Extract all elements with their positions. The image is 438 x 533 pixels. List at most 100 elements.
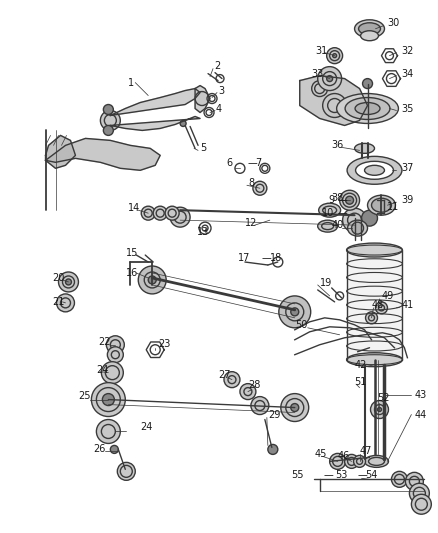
Ellipse shape — [358, 23, 380, 35]
Text: 53: 53 — [335, 470, 347, 480]
Circle shape — [57, 294, 74, 312]
Text: 5: 5 — [200, 143, 206, 154]
Text: 38: 38 — [331, 193, 343, 203]
Circle shape — [362, 78, 372, 88]
Circle shape — [170, 207, 190, 227]
Ellipse shape — [371, 198, 391, 212]
Text: 37: 37 — [400, 163, 413, 173]
Text: 50: 50 — [294, 320, 307, 330]
Circle shape — [404, 472, 422, 490]
Text: 42: 42 — [354, 360, 366, 370]
Text: 40: 40 — [331, 220, 343, 230]
Ellipse shape — [364, 455, 388, 467]
Circle shape — [117, 463, 135, 480]
Text: 24: 24 — [96, 365, 109, 375]
Ellipse shape — [354, 102, 379, 115]
Polygon shape — [110, 88, 200, 116]
Text: 30: 30 — [387, 18, 399, 28]
Circle shape — [267, 445, 277, 455]
Text: 15: 15 — [126, 248, 138, 258]
Circle shape — [102, 393, 114, 406]
Ellipse shape — [336, 94, 398, 124]
Circle shape — [278, 296, 310, 328]
Circle shape — [251, 397, 268, 415]
Circle shape — [351, 222, 363, 234]
Ellipse shape — [354, 20, 384, 38]
Text: —: — — [323, 470, 332, 480]
Ellipse shape — [346, 156, 401, 184]
Text: —: — — [261, 253, 271, 263]
Text: 19: 19 — [319, 278, 331, 288]
Text: 26: 26 — [93, 445, 106, 455]
Polygon shape — [46, 135, 75, 168]
Ellipse shape — [318, 203, 340, 217]
Circle shape — [240, 384, 255, 400]
Text: 14: 14 — [128, 203, 140, 213]
Circle shape — [180, 120, 186, 126]
Text: 6: 6 — [226, 158, 232, 168]
Text: 29: 29 — [267, 409, 279, 419]
Circle shape — [410, 494, 431, 514]
Circle shape — [91, 383, 125, 416]
Circle shape — [326, 47, 342, 63]
Bar — [346, 250, 402, 360]
Circle shape — [377, 408, 381, 411]
Text: 12: 12 — [244, 218, 257, 228]
Text: 20: 20 — [53, 273, 65, 283]
Circle shape — [344, 455, 358, 469]
Circle shape — [409, 483, 428, 503]
Text: 16: 16 — [126, 268, 138, 278]
Circle shape — [103, 104, 113, 115]
Circle shape — [361, 210, 377, 226]
Circle shape — [141, 206, 155, 220]
Text: 22: 22 — [98, 337, 111, 347]
Circle shape — [290, 403, 298, 411]
Text: 52: 52 — [377, 393, 389, 402]
Circle shape — [326, 76, 332, 82]
Circle shape — [165, 206, 179, 220]
Circle shape — [322, 94, 346, 117]
Circle shape — [342, 208, 366, 232]
Circle shape — [317, 67, 341, 91]
Circle shape — [101, 362, 123, 384]
Text: 27: 27 — [218, 370, 230, 379]
Text: 23: 23 — [158, 339, 170, 349]
Text: 4: 4 — [215, 103, 222, 114]
Polygon shape — [299, 76, 367, 125]
Text: 2: 2 — [214, 61, 220, 71]
Text: 3: 3 — [218, 86, 224, 95]
Text: 8: 8 — [247, 178, 254, 188]
Ellipse shape — [347, 220, 367, 236]
Text: 36: 36 — [331, 140, 343, 150]
Circle shape — [339, 190, 359, 210]
Circle shape — [365, 312, 377, 324]
Text: 25: 25 — [78, 391, 91, 401]
Text: 10: 10 — [321, 208, 334, 218]
Circle shape — [223, 372, 240, 387]
Circle shape — [311, 80, 327, 96]
Circle shape — [58, 272, 78, 292]
Ellipse shape — [346, 243, 402, 257]
Text: 39: 39 — [400, 195, 413, 205]
Text: 48: 48 — [371, 300, 383, 310]
Text: 7: 7 — [254, 158, 261, 168]
Text: —: — — [357, 470, 367, 480]
Text: 34: 34 — [400, 69, 413, 78]
Text: 45: 45 — [314, 449, 326, 459]
Circle shape — [110, 446, 118, 454]
Circle shape — [391, 471, 406, 487]
Text: 21: 21 — [53, 297, 65, 307]
Circle shape — [138, 266, 166, 294]
Text: 54: 54 — [365, 470, 377, 480]
Circle shape — [96, 419, 120, 443]
Text: 41: 41 — [400, 300, 413, 310]
Text: 28: 28 — [247, 379, 260, 390]
Circle shape — [106, 336, 124, 354]
Text: 47: 47 — [359, 447, 371, 456]
Text: 46: 46 — [337, 451, 349, 462]
Text: 43: 43 — [413, 390, 426, 400]
Text: 35: 35 — [400, 103, 413, 114]
Circle shape — [107, 347, 123, 362]
Circle shape — [100, 110, 120, 131]
Ellipse shape — [360, 31, 378, 41]
